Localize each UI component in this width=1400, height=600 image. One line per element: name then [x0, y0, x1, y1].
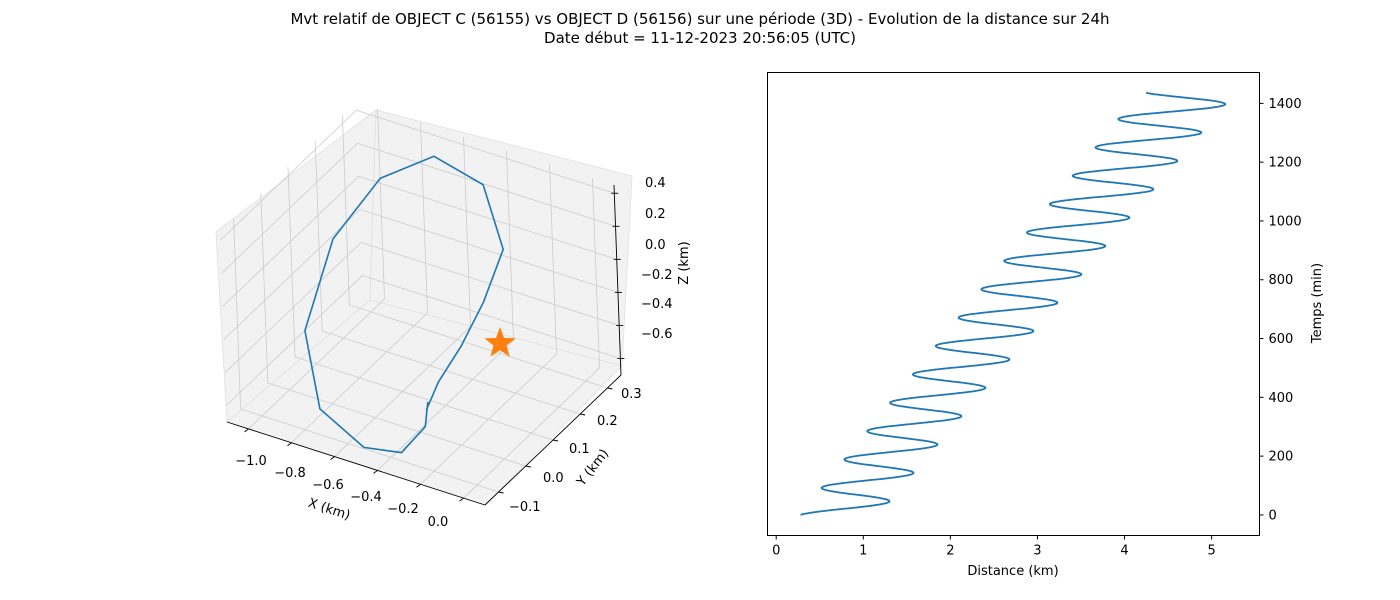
x-tick-label-2d: 2	[946, 544, 954, 559]
x-tick-label: 0.0	[428, 515, 449, 530]
figure-title-line-2: Date début = 11-12-2023 20:56:05 (UTC)	[544, 29, 856, 47]
y-ticks-3d: −0.1 0.0 0.1 0.2 0.3	[509, 387, 642, 515]
distance-time-line	[800, 91, 1227, 516]
x-tick-mark-3d	[330, 456, 335, 460]
trajectory-3d-line	[304, 155, 505, 454]
x-tick-mark-3d	[373, 470, 378, 474]
z-ticks-3d: 0.4 0.2 0.0 −0.2 −0.4 −0.6	[641, 176, 673, 342]
y-tick-label-2d: 200	[1269, 450, 1294, 465]
x-ticks-2d: 0 1 2 3 4 5	[772, 535, 1216, 559]
x-tick-label: −0.2	[387, 502, 419, 517]
y-tick-label-2d: 1400	[1269, 97, 1302, 112]
x-axis-label-3d: X (km)	[306, 496, 352, 524]
y-tick-mark-3d	[525, 465, 531, 468]
y-axis-label-2d: Temps (min)	[1310, 263, 1325, 344]
x-tick-label-2d: 1	[859, 544, 867, 559]
y-tick-label: −0.1	[509, 500, 541, 515]
z-axis-line-3d	[613, 184, 622, 376]
x-tick-label-2d: 3	[1033, 544, 1041, 559]
y-tick-label: 0.3	[621, 387, 642, 402]
grid-line-z	[224, 241, 620, 373]
z-tick-label: 0.4	[645, 176, 666, 191]
figure-title-line-1: Mvt relatif de OBJECT C (56155) vs OBJEC…	[290, 10, 1110, 28]
x-tick-label-2d: 4	[1120, 544, 1128, 559]
x-tick-mark-3d	[459, 497, 464, 502]
x-tick-label: −1.0	[235, 454, 267, 469]
grid-line-x	[420, 164, 557, 485]
origin-star-marker	[484, 326, 516, 357]
y-tick-mark-3d	[498, 491, 504, 494]
y-tick-label-2d: 400	[1269, 391, 1294, 406]
y-tick-mark-3d	[607, 387, 613, 390]
grid-line-x	[248, 108, 385, 430]
x-tick-label-2d: 0	[772, 544, 780, 559]
grid-line-z	[226, 275, 621, 406]
x-axis-line-3d	[226, 421, 486, 506]
plot-2d-frame	[767, 72, 1260, 536]
z-tick-label: 0.2	[645, 207, 666, 222]
grid-line-x	[291, 122, 428, 444]
grid-line-y	[342, 114, 608, 389]
x-tick-label-2d: 5	[1207, 544, 1215, 559]
grid-line-y	[233, 218, 499, 493]
y-tick-label-2d: 800	[1269, 273, 1294, 288]
grid-line-z	[223, 208, 619, 340]
axes-3d	[226, 184, 625, 506]
z-tick-label: 0.0	[645, 238, 666, 253]
x-tick-mark-3d	[287, 442, 292, 447]
x-tick-mark-3d	[416, 483, 421, 488]
grid-line-x	[377, 150, 514, 471]
x-tick-label: −0.6	[312, 478, 344, 493]
grid-line-y	[260, 192, 526, 467]
grid-3d	[220, 108, 621, 499]
y-tick-label: 0.0	[543, 471, 564, 486]
y-tick-label: 0.1	[569, 442, 590, 457]
y-tick-label-2d: 1200	[1269, 156, 1302, 171]
z-tick-label: −0.2	[641, 268, 673, 283]
x-tick-mark-3d	[244, 428, 249, 433]
grid-line-z	[221, 142, 616, 274]
x-tick-label: −0.8	[274, 466, 306, 481]
y-tick-label-2d: 0	[1269, 508, 1277, 523]
y-tick-label-2d: 1000	[1269, 214, 1302, 229]
figure-title: Mvt relatif de OBJECT C (56155) vs OBJEC…	[0, 10, 1400, 48]
x-ticks-3d: −1.0 −0.8 −0.6 −0.4 −0.2 0.0	[235, 454, 448, 530]
grid-line-y	[314, 140, 581, 415]
z-tick-label: −0.4	[641, 297, 673, 312]
y-ticks-2d: 0 200 400 600 800 1000 1200 1400	[1259, 97, 1302, 523]
grid-line-x	[463, 178, 600, 499]
grid-line-z	[220, 109, 615, 241]
plot-3d-trajectory: −1.0 −0.8 −0.6 −0.4 −0.2 0.0 X (km) −0.1…	[215, 108, 692, 530]
z-axis-label-3d: Z (km)	[677, 241, 692, 284]
z-tick-label: −0.6	[641, 327, 673, 342]
grid-line-y	[287, 166, 554, 441]
y-tick-mark-3d	[580, 413, 586, 416]
x-tick-label: −0.4	[350, 490, 382, 505]
plot-distance-vs-time: 0 1 2 3 4 5 0 200 400 600 800 1000 1200 1400 Distanc…	[767, 72, 1325, 579]
y-tick-mark-3d	[552, 439, 559, 442]
grid-line-z	[222, 175, 617, 307]
x-axis-label-2d: Distance (km)	[967, 564, 1058, 579]
y-tick-label: 0.2	[597, 414, 618, 429]
y-tick-label-2d: 600	[1269, 332, 1294, 347]
